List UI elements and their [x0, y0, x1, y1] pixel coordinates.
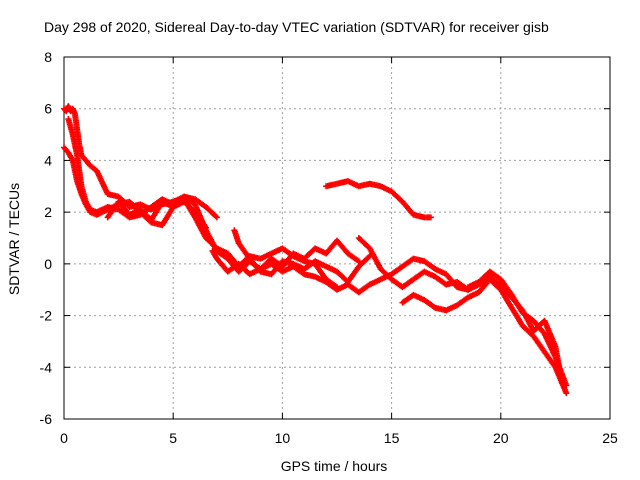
series-arc-6: [231, 227, 373, 285]
data-point: [563, 390, 570, 397]
series-arc-7: [323, 178, 434, 221]
series-arc-5: [209, 247, 504, 296]
y-tick-label: 6: [44, 101, 52, 117]
data-point: [213, 214, 220, 221]
axes: [63, 56, 611, 420]
y-tick-label: 4: [44, 152, 52, 168]
y-tick-label: 2: [44, 204, 52, 220]
tick-labels: 0 5 10 15 20 25 -6 -4 -2 0 2 4 6 8: [40, 49, 618, 446]
x-tick-label: 15: [384, 430, 400, 446]
y-tick-label: -6: [40, 411, 53, 427]
x-tick-label: 10: [275, 430, 291, 446]
data-points: [61, 103, 570, 397]
data-point: [427, 214, 434, 221]
y-tick-label: -4: [40, 359, 53, 375]
y-tick-label: 8: [44, 49, 52, 65]
x-tick-label: 0: [60, 430, 68, 446]
x-tick-label: 25: [602, 430, 618, 446]
series-arc-10: [465, 273, 565, 386]
chart-title: Day 298 of 2020, Sidereal Day-to-day VTE…: [44, 19, 549, 35]
y-tick-label: 0: [44, 256, 52, 272]
y-axis-label: SDTVAR / TECUs: [6, 183, 22, 295]
x-tick-label: 5: [169, 430, 177, 446]
x-tick-label: 20: [493, 430, 509, 446]
x-axis-label: GPS time / hours: [281, 458, 388, 474]
y-tick-label: -2: [40, 308, 53, 324]
series-arc-8: [355, 235, 570, 389]
data-point: [558, 379, 565, 386]
plot-frame: [63, 56, 611, 420]
